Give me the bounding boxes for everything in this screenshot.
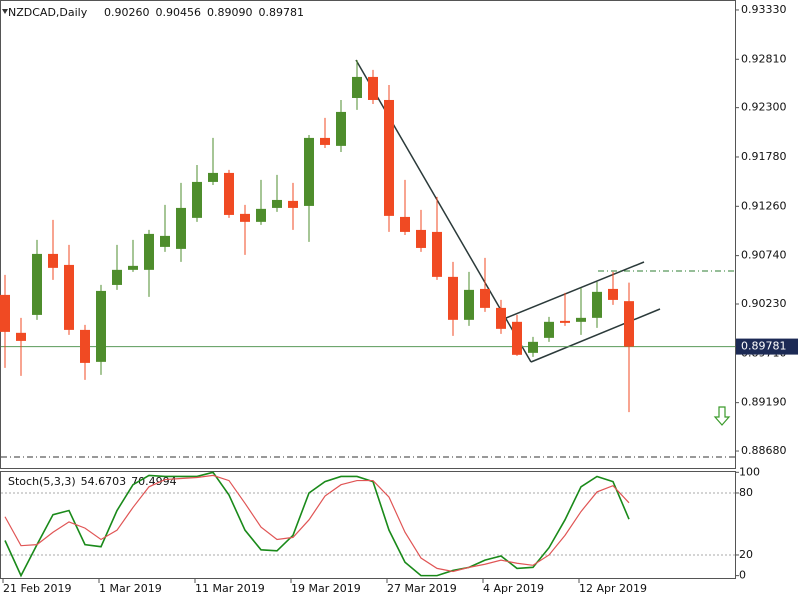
candle-body: [544, 321, 554, 338]
candle-body: [288, 200, 298, 208]
candle-body: [528, 341, 538, 353]
stoch-line: [4, 471, 630, 578]
y-tick-label: 0: [739, 569, 746, 582]
candle-body: [368, 76, 378, 100]
candle-body: [64, 264, 74, 330]
y-tick-label: 20: [739, 548, 753, 561]
y-tick-label: 0.91780: [741, 150, 787, 163]
x-tick-label: 21 Feb 2019: [3, 582, 71, 595]
last-price-label: 0.89781: [741, 340, 787, 353]
candle-body: [624, 301, 634, 347]
price-panel-border: [0, 0, 736, 469]
ohlc-readout: 0.90260: [104, 6, 150, 19]
candle-body: [336, 111, 346, 146]
candle-body: [592, 291, 602, 318]
candle-body: [144, 233, 154, 270]
y-tick-label: 0.89190: [741, 396, 787, 409]
symbol-title: NZDCAD,Daily: [8, 6, 88, 19]
y-tick-label: 0.90740: [741, 249, 787, 262]
candle-body: [96, 290, 106, 362]
candle-body: [512, 321, 522, 355]
candle-body: [192, 181, 202, 218]
x-tick-label: 1 Mar 2019: [99, 582, 162, 595]
y-tick-label: 0.93330: [741, 3, 787, 16]
indicator-title: Stoch(5,3,3): [8, 475, 76, 488]
candle-body: [32, 253, 42, 315]
ohlc-readout: 0.90456: [156, 6, 202, 19]
candle-body: [560, 320, 570, 323]
candle-body: [112, 269, 122, 285]
ohlc-readout: 0.89090: [207, 6, 253, 19]
last-price-box: [736, 338, 798, 355]
collapse-icon[interactable]: [2, 9, 8, 14]
candle-body: [480, 288, 490, 308]
candle-body: [576, 317, 586, 322]
y-tick-label: 100: [739, 465, 760, 478]
candle-body: [208, 172, 218, 182]
y-tick-label: 80: [739, 486, 753, 499]
stoch-line: [4, 474, 630, 573]
candle-body: [272, 199, 282, 208]
candle-body: [176, 207, 186, 249]
y-tick-label: 0.88680: [741, 444, 787, 457]
x-tick-label: 19 Mar 2019: [291, 582, 361, 595]
frame: [0, 0, 736, 579]
candle-body: [384, 99, 394, 216]
ohlc-readout: 0.89781: [259, 6, 305, 19]
candle-body: [160, 235, 170, 247]
candle-body: [128, 265, 138, 270]
x-tick-label: 27 Mar 2019: [387, 582, 457, 595]
indicator-readout: 70.4994: [131, 475, 177, 488]
y-tick-label: 0.92810: [741, 52, 787, 65]
candle-body: [256, 208, 266, 222]
candle-body: [608, 288, 618, 300]
candle-body: [320, 137, 330, 145]
candle-body: [80, 329, 90, 363]
candle-body: [464, 289, 474, 320]
y-tick-label: 0.91260: [741, 199, 787, 212]
candle-body: [448, 276, 458, 320]
candle-body: [240, 213, 250, 222]
x-tick-label: 11 Mar 2019: [195, 582, 265, 595]
x-tick-label: 12 Apr 2019: [579, 582, 647, 595]
x-tick-label: 4 Apr 2019: [483, 582, 544, 595]
y-tick-label: 0.92300: [741, 101, 787, 114]
channel-line: [530, 308, 661, 363]
candle-body: [48, 253, 58, 268]
down-arrow: [713, 406, 731, 426]
candle-body: [304, 137, 314, 206]
candle-body: [400, 216, 410, 232]
candle-body: [496, 307, 506, 329]
candle-body: [224, 172, 234, 215]
stoch-panel-border: [0, 471, 736, 579]
candle-body: [16, 332, 26, 341]
candle-body: [432, 231, 442, 277]
candle-body: [416, 229, 426, 248]
candle-body: [352, 76, 362, 98]
indicator-readout: 54.6703: [81, 475, 127, 488]
candle-body: [0, 294, 10, 332]
y-tick-label: 0.90230: [741, 297, 787, 310]
